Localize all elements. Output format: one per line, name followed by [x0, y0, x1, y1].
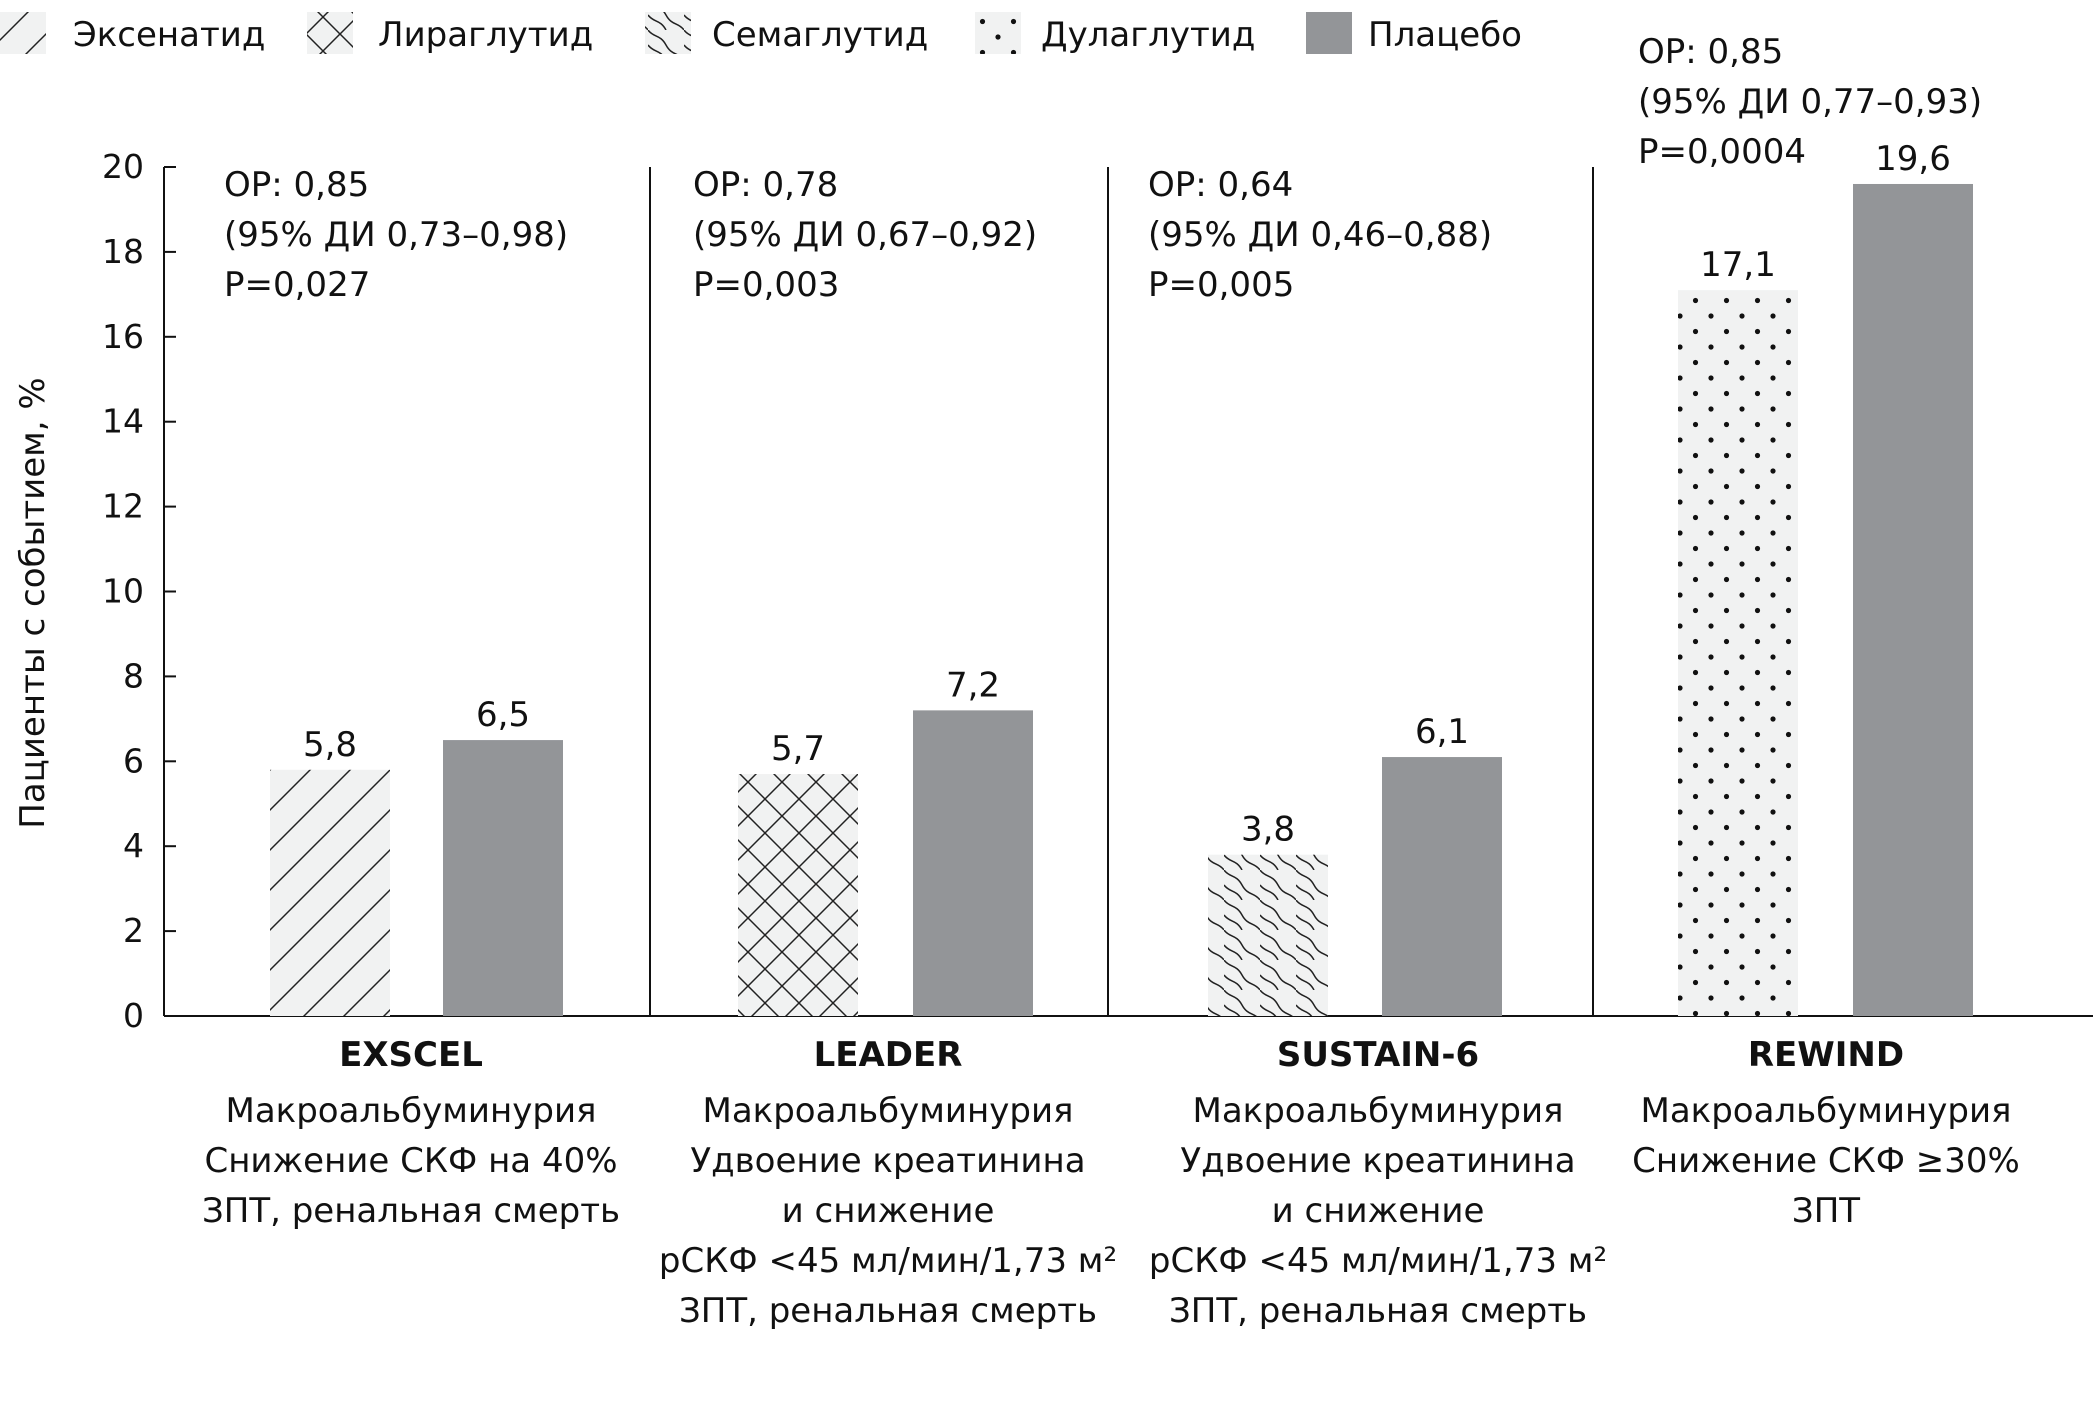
outcome-label: Удвоение креатинина	[1180, 1141, 1575, 1181]
y-tick-label: 0	[123, 996, 144, 1035]
bar-placebo	[1382, 757, 1502, 1016]
trial-name: REWIND	[1748, 1035, 1904, 1075]
bar-дулаглутид	[1678, 290, 1798, 1017]
bar-лираглутид	[738, 774, 858, 1016]
trial-name: LEADER	[814, 1035, 963, 1075]
legend-swatch-crosshatch	[307, 12, 353, 54]
outcome-label: Снижение СКФ на 40%	[204, 1141, 617, 1181]
outcome-label: Снижение СКФ ≥30%	[1632, 1141, 2020, 1181]
bar-value-label: 6,1	[1415, 712, 1469, 752]
y-axis: 0 2 4 6 8 10 12 14 16 18 20 Пациенты с событием, %	[13, 147, 2093, 1035]
outcome-label: и снижение	[782, 1191, 995, 1231]
stat-annotation: P=0,027	[224, 265, 370, 305]
y-tick-label: 8	[123, 656, 144, 695]
outcome-label: Макроальбуминурия	[1192, 1091, 1563, 1131]
bar-placebo	[1853, 183, 1973, 1017]
stat-annotation: P=0,0004	[1638, 132, 1806, 172]
y-tick-label: 10	[102, 572, 144, 611]
outcome-label: ЗПТ	[1792, 1191, 1860, 1231]
stat-annotation: ОР: 0,64	[1148, 165, 1293, 205]
stat-annotation: (95% ДИ 0,77–0,93)	[1638, 82, 1982, 122]
y-tick-label: 20	[102, 147, 144, 186]
outcome-label: рСКФ <45 мл/мин/1,73 м²	[1149, 1241, 1607, 1281]
bar-семаглутид	[1208, 854, 1328, 1016]
outcome-label: ЗПТ, ренальная смерть	[202, 1191, 620, 1231]
stat-annotation: P=0,003	[693, 265, 839, 305]
stat-annotation: (95% ДИ 0,73–0,98)	[224, 215, 568, 255]
bar-placebo	[443, 740, 563, 1016]
y-tick-label: 4	[123, 826, 144, 865]
legend-swatch-wave	[645, 12, 691, 54]
outcome-label: Макроальбуминурия	[225, 1091, 596, 1131]
bar-value-label: 5,8	[303, 725, 357, 765]
trial-group-rewind: 17,1 19,6 ОР: 0,85 (95% ДИ 0,77–0,93) P=0,00…	[1632, 32, 2020, 1231]
trial-name: EXSCEL	[339, 1035, 483, 1075]
stat-annotation: ОР: 0,78	[693, 165, 838, 205]
stat-annotation: (95% ДИ 0,46–0,88)	[1148, 215, 1492, 255]
trial-group-leader: 5,7 7,2 ОР: 0,78 (95% ДИ 0,67–0,92) P=0,003 L…	[659, 165, 1117, 1331]
y-tick-label: 2	[123, 911, 144, 950]
outcome-label: Удвоение креатинина	[690, 1141, 1085, 1181]
y-tick-label: 14	[102, 402, 144, 441]
y-tick-label: 6	[123, 741, 144, 780]
y-tick-label: 18	[102, 232, 144, 271]
legend-label: Эксенатид	[73, 15, 265, 55]
legend-label: Лираглутид	[378, 15, 593, 55]
outcome-label: ЗПТ, ренальная смерть	[679, 1291, 1097, 1331]
y-axis-title: Пациенты с событием, %	[13, 377, 53, 828]
trial-groups: 5,8 6,5 ОР: 0,85 (95% ДИ 0,73–0,98) P=0,027 E…	[202, 32, 2020, 1331]
bar-placebo	[913, 710, 1033, 1016]
legend-label: Плацебо	[1368, 15, 1522, 55]
outcome-label: ЗПТ, ренальная смерть	[1169, 1291, 1587, 1331]
bar-value-label: 19,6	[1875, 139, 1951, 179]
y-tick-label: 16	[102, 317, 144, 356]
legend-swatch-hatch	[0, 12, 46, 54]
trial-group-exscel: 5,8 6,5 ОР: 0,85 (95% ДИ 0,73–0,98) P=0,027 E…	[202, 165, 620, 1231]
legend-label: Дулаглутид	[1041, 15, 1255, 55]
trial-name: SUSTAIN-6	[1277, 1035, 1479, 1075]
stat-annotation: ОР: 0,85	[1638, 32, 1783, 72]
bar-value-label: 17,1	[1700, 245, 1776, 285]
outcome-label: Макроальбуминурия	[702, 1091, 1073, 1131]
legend: Эксенатид Лираглутид Семаглутид Дулаглутид П…	[0, 12, 1522, 55]
bar-эксенатид	[270, 769, 390, 1016]
legend-swatch-solid	[1306, 12, 1352, 54]
stat-annotation: P=0,005	[1148, 265, 1294, 305]
outcome-label: и снижение	[1272, 1191, 1485, 1231]
bar-value-label: 6,5	[476, 695, 530, 735]
trial-group-sustain-6: 3,8 6,1 ОР: 0,64 (95% ДИ 0,46–0,88) P=0,005 S…	[1148, 165, 1607, 1331]
bar-value-label: 7,2	[946, 665, 1000, 705]
stat-annotation: (95% ДИ 0,67–0,92)	[693, 215, 1037, 255]
y-tick-label: 12	[102, 487, 144, 526]
outcome-label: Макроальбуминурия	[1640, 1091, 2011, 1131]
bar-value-label: 5,7	[771, 729, 825, 769]
legend-swatch-dots	[975, 12, 1021, 54]
bar-value-label: 3,8	[1241, 810, 1295, 850]
legend-label: Семаглутид	[712, 15, 928, 55]
stat-annotation: ОР: 0,85	[224, 165, 369, 205]
outcome-label: рСКФ <45 мл/мин/1,73 м²	[659, 1241, 1117, 1281]
